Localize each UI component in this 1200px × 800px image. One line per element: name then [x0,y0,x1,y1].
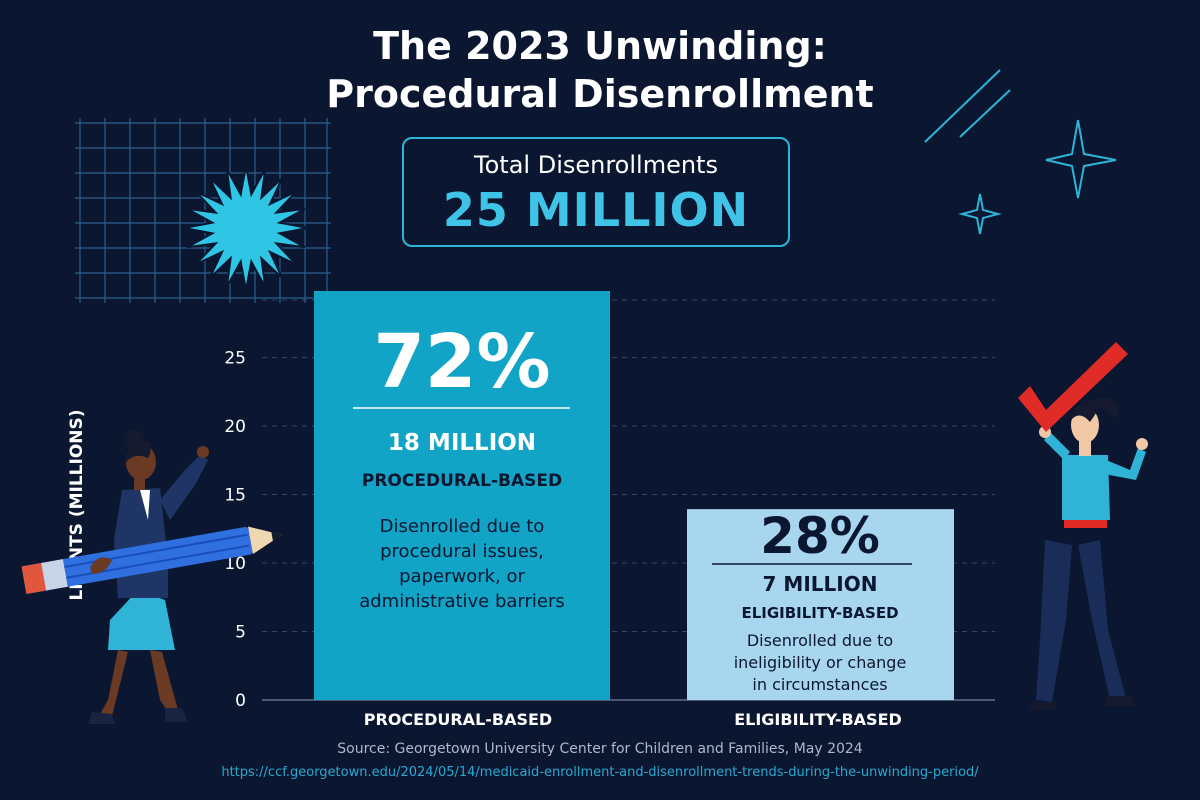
eligibility-category: ELIGIBILITY-BASED [741,604,898,622]
total-label: Total Disenrollments [474,151,718,179]
procedural-category: PROCEDURAL-BASED [362,471,562,491]
procedural-desc-3: paperwork, or [399,566,525,587]
y-axis-label: LMENTS (MILLIONS) [67,409,87,600]
title-line-2: Procedural Disenrollment [326,72,874,116]
total-value: 25 MILLION [442,183,750,237]
procedural-percent: 72% [373,319,550,405]
procedural-desc-2: procedural issues, [380,541,544,562]
eligibility-desc-1: Disenrolled due to [747,631,893,650]
starburst-icon [183,165,309,291]
title-line-1: The 2023 Unwinding: [373,24,827,68]
page-title: The 2023 Unwinding: Procedural Disenroll… [0,22,1200,118]
woman-with-checkmark-illustration [1018,342,1148,710]
total-disenrollments-card: Total Disenrollments 25 MILLION [402,137,790,247]
sparkle-decoration-icon [924,69,1117,235]
y-tick-label: 15 [224,486,246,506]
procedural-amount: 18 MILLION [388,430,536,456]
y-tick-label: 25 [224,349,246,369]
y-tick-label: 20 [224,417,246,437]
eligibility-percent: 28% [760,507,880,565]
procedural-desc-4: administrative barriers [359,591,565,612]
y-tick-label: 0 [235,691,246,711]
bar-eligibility [687,509,954,700]
source-text: Source: Georgetown University Center for… [337,741,863,757]
source-link[interactable]: https://ccf.georgetown.edu/2024/05/14/me… [221,765,979,780]
y-tick-label: 10 [224,554,246,574]
woman-with-pencil-illustration [21,430,282,724]
eligibility-amount: 7 MILLION [763,572,878,596]
eligibility-desc-3: in circumstances [752,675,887,694]
procedural-desc-1: Disenrolled due to [380,516,545,537]
eligibility-desc-2: ineligibility or change [734,653,907,672]
x-tick-label-eligibility: ELIGIBILITY-BASED [734,710,902,729]
x-tick-label-procedural: PROCEDURAL-BASED [364,710,552,729]
bar-procedural [314,291,610,700]
y-tick-label: 5 [235,623,246,643]
